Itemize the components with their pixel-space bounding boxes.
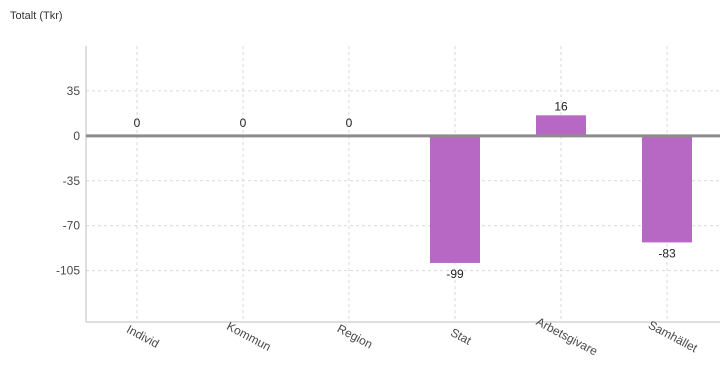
y-tick-label: -70 xyxy=(63,219,81,233)
x-tick-label: Stat xyxy=(448,325,474,348)
bar[interactable] xyxy=(642,135,692,243)
bar[interactable] xyxy=(430,135,480,263)
axis-layer xyxy=(85,46,720,323)
data-label: -83 xyxy=(658,246,676,260)
data-label: 0 xyxy=(240,116,247,130)
label-layer: 35 0 -35 -70 -105 0 0 0 -99 16 -83 Individ Kommun Reg… xyxy=(56,84,700,359)
x-tick-label: Arbetsgivare xyxy=(534,314,600,358)
data-label: 16 xyxy=(554,99,568,113)
y-tick-label: -35 xyxy=(63,174,81,188)
grid-layer xyxy=(86,46,720,322)
x-tick-label: Individ xyxy=(124,322,161,351)
data-label: -99 xyxy=(446,267,464,281)
data-label: 0 xyxy=(134,116,141,130)
bar[interactable] xyxy=(536,115,586,136)
bar-layer xyxy=(430,115,692,263)
y-tick-label: 35 xyxy=(67,84,81,98)
y-tick-label: 0 xyxy=(73,129,80,143)
data-label: 0 xyxy=(346,116,353,130)
y-tick-label: -105 xyxy=(56,264,80,278)
x-tick-label: Region xyxy=(335,321,375,351)
x-tick-label: Kommun xyxy=(224,319,273,354)
chart-title: Totalt (Tkr) xyxy=(10,10,63,22)
x-tick-label: Samhället xyxy=(646,318,700,356)
